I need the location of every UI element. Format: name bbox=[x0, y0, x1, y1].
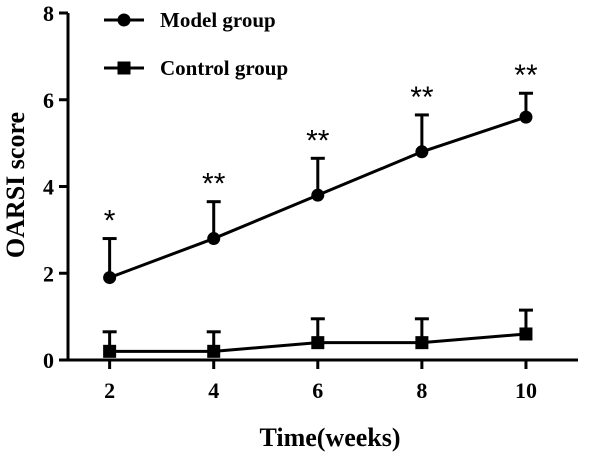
significance-label: ** bbox=[410, 81, 434, 114]
y-tick-label: 8 bbox=[43, 1, 54, 26]
x-tick-label: 8 bbox=[416, 378, 427, 403]
x-axis-title: Time(weeks) bbox=[259, 423, 400, 452]
model-group-point bbox=[311, 188, 325, 202]
x-tick-label: 2 bbox=[104, 378, 115, 403]
model-group-point bbox=[519, 110, 533, 124]
control-group-point bbox=[415, 336, 429, 350]
significance-label: * bbox=[104, 205, 116, 238]
model-group-point bbox=[103, 271, 117, 285]
legend-marker bbox=[117, 61, 131, 75]
model-group-point bbox=[415, 145, 429, 159]
y-tick-label: 6 bbox=[43, 88, 54, 113]
x-tick-label: 4 bbox=[208, 378, 219, 403]
x-tick-label: 6 bbox=[312, 378, 323, 403]
y-tick-label: 2 bbox=[43, 261, 54, 286]
legend-label: Model group bbox=[160, 8, 276, 32]
legend-marker bbox=[117, 13, 131, 27]
significance-label: ** bbox=[306, 124, 330, 157]
significance-label: ** bbox=[514, 59, 538, 92]
legend-label: Control group bbox=[160, 56, 288, 80]
control-group-point bbox=[207, 344, 221, 358]
control-group-point bbox=[103, 344, 117, 358]
y-tick-label: 4 bbox=[43, 175, 54, 200]
y-axis-title: OARSI score bbox=[1, 112, 30, 258]
model-group-point bbox=[207, 232, 221, 246]
x-tick-label: 10 bbox=[515, 378, 537, 403]
significance-label: ** bbox=[202, 168, 226, 201]
control-group-point bbox=[311, 336, 325, 350]
control-group-point bbox=[519, 327, 533, 341]
y-tick-label: 0 bbox=[43, 348, 54, 373]
legend: Model group Control group bbox=[104, 8, 288, 80]
